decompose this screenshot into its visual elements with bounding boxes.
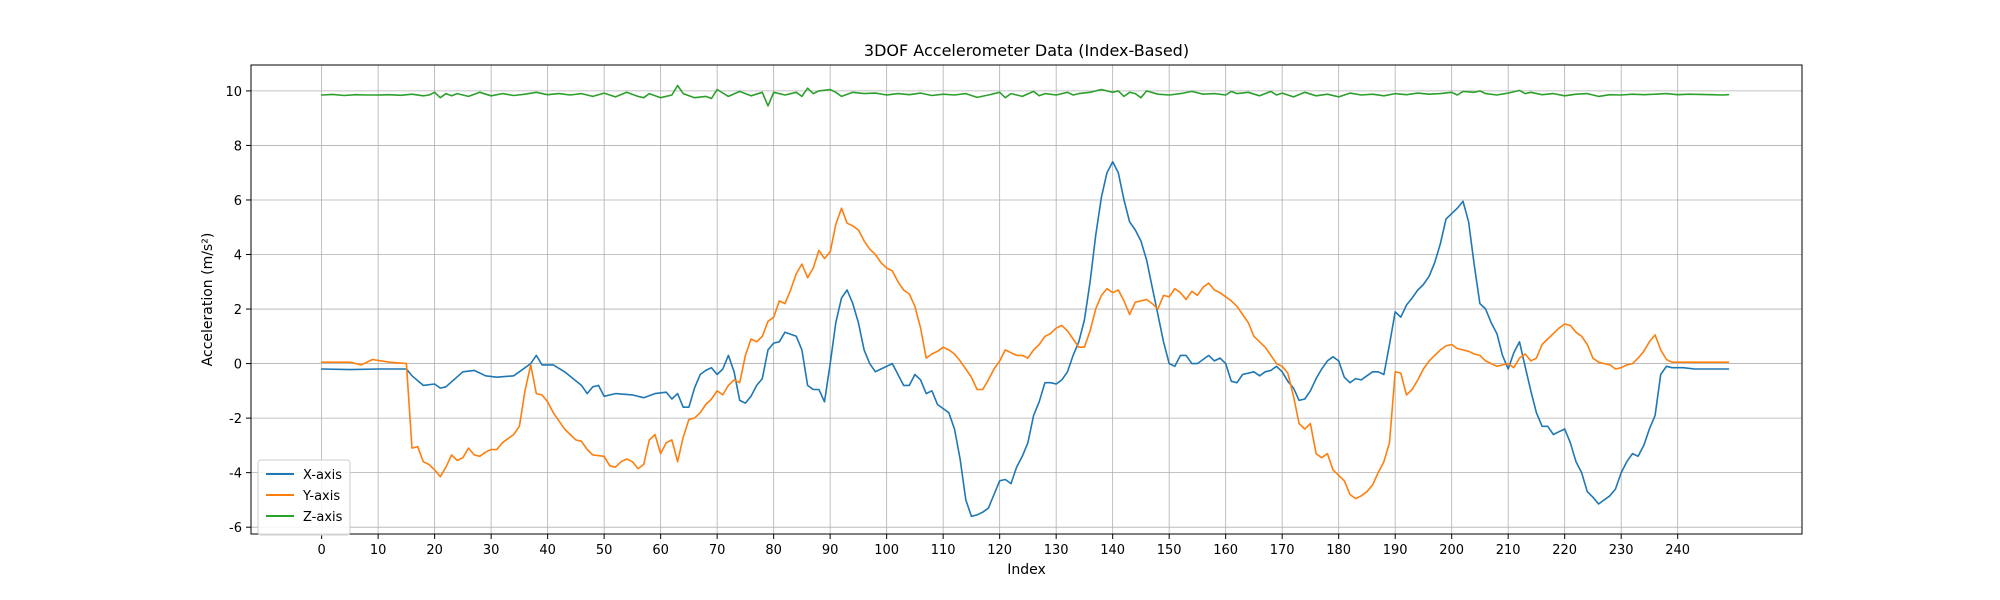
x-axis-title: Index (1007, 562, 1046, 578)
y-tick-label: 2 (234, 303, 242, 318)
y-tick-label: 0 (234, 358, 242, 373)
x-tick-label: 200 (1439, 543, 1464, 558)
x-tick-label: 190 (1383, 543, 1408, 558)
y-tick-label: 4 (234, 249, 242, 264)
legend: X-axis Y-axis Z-axis (257, 459, 351, 536)
chart-title: 3DOF Accelerometer Data (Index-Based) (864, 41, 1189, 60)
axis-ticks: 0 10 20 30 40 50 60 70 80 90 100 110 120 130 140 150 160… (225, 85, 1690, 558)
y-tick-label: -2 (229, 412, 242, 427)
x-tick-label: 160 (1213, 543, 1238, 558)
y-tick-label: 8 (234, 139, 242, 154)
x-tick-label: 120 (987, 543, 1012, 558)
legend-label: X-axis (303, 468, 342, 483)
series-lines (320, 84, 1730, 518)
grid-lines (251, 65, 1802, 534)
x-tick-label: 220 (1552, 543, 1577, 558)
x-tick-label: 60 (652, 543, 669, 558)
x-tick-label: 150 (1157, 543, 1182, 558)
x-tick-label: 210 (1496, 543, 1521, 558)
y-tick-label: 6 (234, 194, 242, 209)
x-tick-label: 80 (765, 543, 782, 558)
x-tick-label: 40 (539, 543, 556, 558)
x-tick-label: 50 (596, 543, 613, 558)
x-tick-label: 170 (1270, 543, 1295, 558)
x-tick-label: 110 (931, 543, 956, 558)
x-tick-label: 90 (822, 543, 839, 558)
x-tick-label: 130 (1044, 543, 1069, 558)
x-tick-label: 240 (1665, 543, 1690, 558)
x-tick-label: 30 (483, 543, 500, 558)
legend-label: Y-axis (302, 489, 340, 504)
x-tick-label: 100 (874, 543, 899, 558)
series-line-x-axis (320, 161, 1730, 518)
series-line-z-axis (320, 84, 1730, 107)
x-tick-label: 0 (317, 543, 325, 558)
legend-label: Z-axis (303, 510, 343, 525)
x-tick-label: 180 (1326, 543, 1351, 558)
x-tick-label: 230 (1609, 543, 1634, 558)
x-tick-label: 20 (426, 543, 443, 558)
x-tick-label: 140 (1100, 543, 1125, 558)
y-tick-label: -4 (229, 467, 242, 482)
y-axis-title: Acceleration (m/s²) (200, 233, 216, 367)
plot-frame (250, 64, 1803, 535)
x-tick-label: 70 (709, 543, 726, 558)
y-tick-label: 10 (225, 85, 242, 100)
y-tick-label: -6 (229, 521, 242, 536)
x-tick-label: 10 (370, 543, 387, 558)
series-line-y-axis (320, 207, 1730, 500)
